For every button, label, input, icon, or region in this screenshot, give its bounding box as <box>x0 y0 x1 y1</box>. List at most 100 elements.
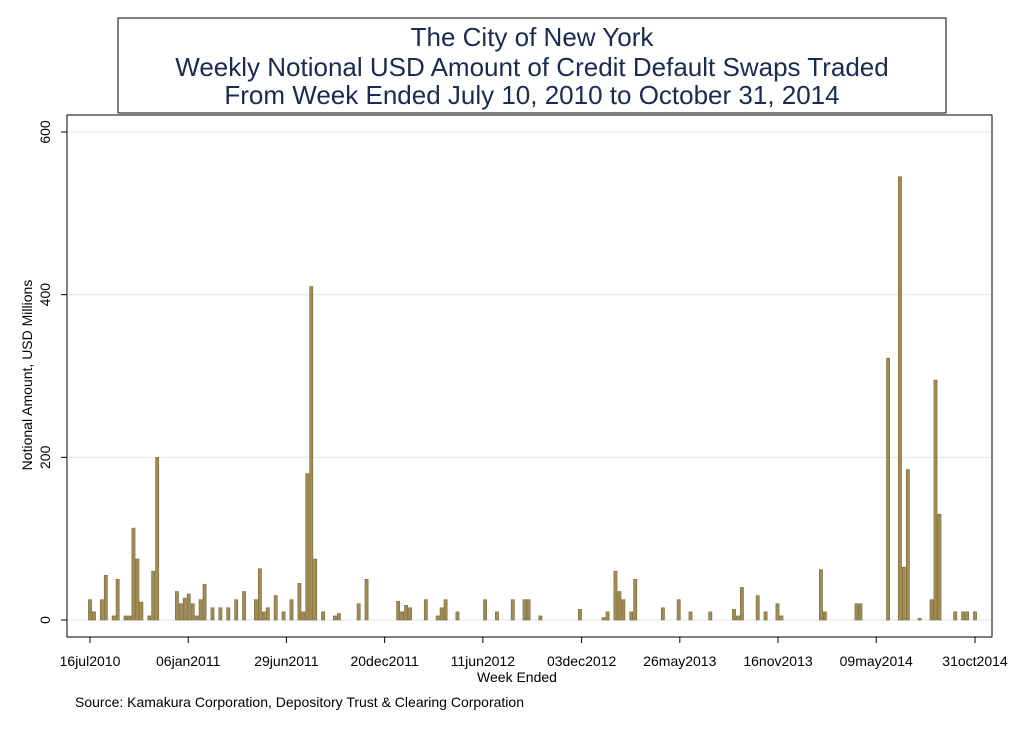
x-tick-label: 16jul2010 <box>60 653 121 669</box>
bar <box>605 611 610 621</box>
bar <box>933 379 938 621</box>
x-axis-label: Week Ended <box>477 669 557 685</box>
x-tick-label: 06jan2011 <box>156 653 221 669</box>
bar <box>961 611 966 621</box>
bar <box>289 599 294 621</box>
x-tick-label: 29jun2011 <box>254 653 319 669</box>
bar <box>175 591 179 621</box>
x-tick-label: 26may2013 <box>643 653 716 669</box>
bar <box>439 607 444 621</box>
bar <box>198 599 203 621</box>
bar <box>601 617 606 621</box>
bar <box>629 611 634 621</box>
chart-title: From Week Ended July 10, 2010 to October… <box>224 80 839 110</box>
bar <box>99 599 104 621</box>
bar <box>194 615 199 621</box>
bar <box>257 568 262 621</box>
bar <box>617 591 622 621</box>
y-tick-label: 400 <box>37 283 53 307</box>
bar <box>755 595 760 621</box>
bar <box>265 607 270 621</box>
bar <box>937 513 942 621</box>
bar <box>965 611 969 621</box>
bar <box>901 566 906 621</box>
bar <box>739 587 744 621</box>
bar <box>621 599 626 621</box>
bar <box>127 615 132 621</box>
bar <box>423 599 428 621</box>
title-box <box>117 17 947 114</box>
bar <box>123 615 128 621</box>
bar <box>321 611 326 621</box>
y-tick-label: 600 <box>37 120 53 144</box>
bar <box>92 611 96 621</box>
bar <box>917 618 922 621</box>
bar <box>147 615 152 621</box>
bar <box>226 607 231 621</box>
bar <box>510 599 515 621</box>
bar <box>313 558 318 621</box>
bar <box>526 599 531 621</box>
bar <box>190 603 195 621</box>
bar <box>135 558 140 621</box>
x-tick-label: 09may2014 <box>840 653 913 669</box>
bar <box>613 570 618 621</box>
y-tick-label: 200 <box>37 445 53 469</box>
x-tick-label: 03dec2012 <box>547 653 617 669</box>
bar <box>151 570 156 621</box>
bar <box>455 611 460 621</box>
plot-frame <box>66 114 993 638</box>
bar <box>660 607 665 621</box>
bar <box>822 611 827 621</box>
bar <box>139 601 144 621</box>
bar <box>182 597 187 621</box>
bar <box>301 611 306 621</box>
bar <box>186 593 191 621</box>
bar <box>779 615 784 621</box>
bar <box>763 611 768 621</box>
y-axis-label: Notional Amount, USD Millions <box>19 280 35 471</box>
bar <box>103 574 108 621</box>
bar <box>242 591 246 621</box>
bar <box>356 603 361 621</box>
bar <box>495 611 499 621</box>
bar <box>483 599 487 621</box>
bar <box>273 595 278 621</box>
x-tick-label: 20dec2011 <box>350 653 418 669</box>
bar <box>898 176 902 621</box>
bar <box>178 603 183 621</box>
bar <box>202 583 207 621</box>
bar <box>281 611 286 621</box>
bar <box>905 469 910 621</box>
bar <box>218 607 223 621</box>
bar <box>775 603 780 621</box>
chart-title: The City of New York <box>411 22 655 52</box>
bar <box>210 607 215 621</box>
bar <box>234 599 239 621</box>
bar <box>88 599 92 621</box>
bar <box>522 599 527 621</box>
bar <box>732 609 736 621</box>
bar <box>953 611 958 621</box>
bar <box>297 583 302 621</box>
bar <box>254 599 258 621</box>
source: Source: Kamakura Corporation, Depository… <box>75 694 524 710</box>
bar <box>131 527 136 621</box>
bar <box>261 611 266 621</box>
bar <box>858 603 863 621</box>
bar <box>633 579 638 621</box>
bar <box>886 357 890 621</box>
x-tick-label: 11jun2012 <box>451 653 516 669</box>
bar <box>155 457 160 621</box>
bar <box>111 615 116 621</box>
bar <box>708 611 713 621</box>
bar <box>929 599 934 621</box>
y-tick-label: 0 <box>37 616 53 624</box>
bar <box>400 611 405 621</box>
x-tick-label: 31oct2014 <box>942 653 1008 669</box>
bar <box>688 611 693 621</box>
bar <box>396 600 401 621</box>
bar <box>364 579 369 621</box>
bar <box>408 607 412 621</box>
